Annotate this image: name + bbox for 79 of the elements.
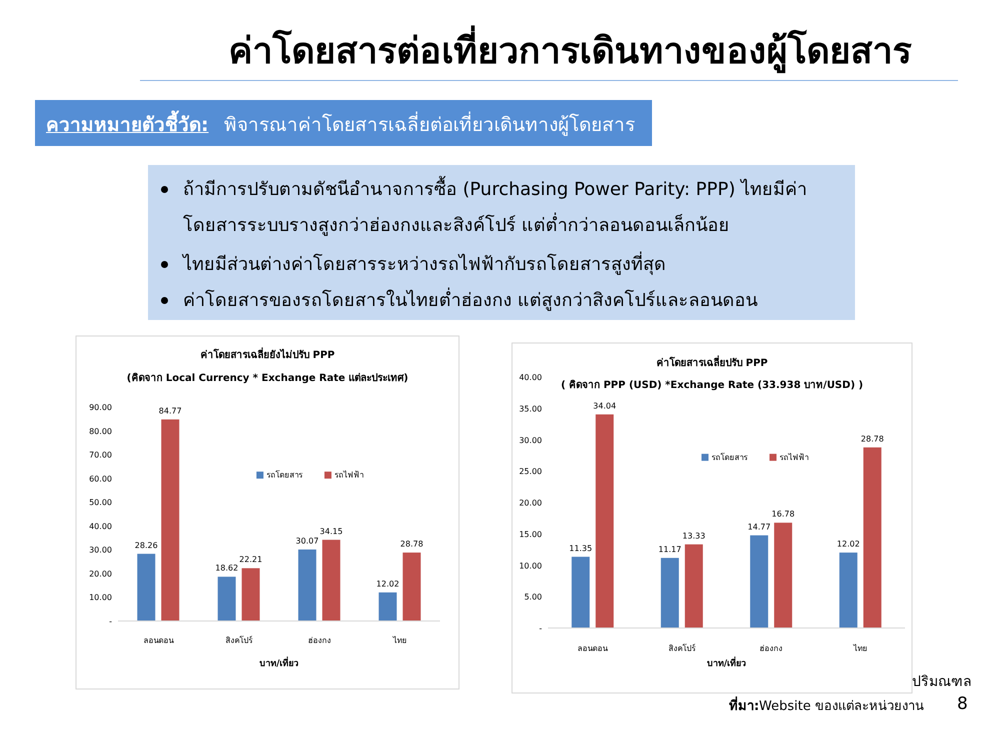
text: ไทยมีส่วนต่างค่าโดยสารระหว่างรถไฟฟ้ากับรถโดยสารสูงที่สุด [183, 250, 667, 277]
data-label: 28.78 [860, 434, 884, 444]
bar [596, 414, 614, 628]
data-label: 84.77 [158, 406, 182, 416]
chart-title: ค่าโดยสารเฉลี่ยปรับ PPP [656, 355, 768, 369]
bar [863, 447, 882, 628]
y-tick-label: 5.00 [524, 592, 542, 602]
x-tick-label: ไทย [852, 644, 868, 653]
y-tick-label: 40.00 [519, 373, 542, 382]
text: พิจารณาค่าโดยสารเฉลี่ยต่อเที่ยวเดินทางผู้โดยสาร [224, 110, 635, 138]
y-tick-label: 10.00 [89, 593, 112, 602]
bar [137, 554, 156, 621]
legend-label: รถไฟฟ้า [780, 452, 809, 462]
chart-subtitle: ( คิดจาก PPP (USD) *Exchange Rate (33.938 บาท/USD) ) [560, 379, 864, 391]
bar [750, 535, 768, 628]
x-tick-label: ฮ่องกง [308, 636, 331, 645]
data-label: 30.07 [296, 536, 319, 546]
y-tick-label: 50.00 [89, 498, 112, 508]
text: ค่าโดยสารต่อเที่ยวการเดินทางของผู้โดยสาร [228, 24, 912, 76]
x-tick-label: ฮ่องกง [760, 644, 783, 653]
y-tick-label: 30.00 [519, 436, 542, 445]
legend-label: รถโดยสาร [266, 470, 304, 480]
data-label: 34.04 [593, 401, 616, 410]
y-tick-label: 15.00 [519, 530, 542, 539]
bar [839, 552, 858, 628]
y-tick-label: 30.00 [89, 546, 112, 555]
y-tick-label: 70.00 [89, 450, 112, 460]
bar [402, 552, 421, 621]
data-label: 11.17 [658, 544, 682, 554]
data-label: 12.02 [836, 540, 860, 549]
data-label: 28.26 [134, 540, 158, 550]
bar [774, 522, 792, 628]
y-tick-label: 20.00 [89, 569, 112, 578]
text: ความหมายตัวชี้วัด: [46, 110, 209, 138]
bar [378, 592, 397, 621]
x-tick-label: ลอนดอน [143, 636, 174, 645]
data-label: 13.33 [682, 531, 706, 540]
x-tick-label: ลอนดอน [578, 644, 609, 653]
x-axis-title: บาท/เที่ยว [259, 656, 299, 669]
data-label: 28.78 [400, 540, 424, 549]
data-label: 11.35 [569, 544, 592, 553]
data-label: 12.02 [376, 579, 400, 588]
legend-label: รถโดยสาร [712, 452, 749, 462]
data-label: 16.78 [772, 510, 795, 519]
data-label: 14.77 [748, 522, 771, 532]
bar [161, 419, 180, 621]
y-tick-label: 90.00 [89, 403, 112, 412]
x-tick-label: ไทย [392, 636, 407, 645]
y-tick-label: 80.00 [89, 426, 112, 436]
bar [298, 550, 316, 621]
y-tick-label: 10.00 [519, 561, 542, 570]
data-label: 18.62 [215, 564, 238, 573]
text: Website ของแต่ละหน่วยงาน [759, 698, 924, 716]
y-tick-label: - [109, 617, 112, 626]
x-tick-label: สิงคโปร์ [225, 635, 254, 645]
text: ที่มา: [729, 696, 760, 716]
bar [684, 544, 703, 628]
data-label: 22.21 [239, 555, 262, 564]
y-tick-label: - [539, 624, 542, 633]
bar [660, 558, 679, 628]
text: 8 [957, 694, 968, 714]
y-tick-label: 60.00 [89, 474, 112, 484]
legend-label: รถไฟฟ้า [334, 470, 364, 480]
y-tick-label: 40.00 [89, 522, 112, 531]
text: ถ้ามีการปรับตามดัชนีอำนาจการซื้อ (Purchasing Power Parity: PPP) ไทยมีค่าโดยสารระบบรางสูงกว่าฮ่องกงและสิงค์โปร์ แต่ต่ำกว่าลอนดอนเล็กน้อย [183, 174, 808, 238]
bar [322, 540, 340, 621]
y-tick-label: 25.00 [519, 467, 542, 476]
chart-subtitle: (คิดจาก Local Currency * Exchange Rate แต่ละประเทศ) [126, 372, 408, 384]
y-tick-label: 20.00 [519, 498, 542, 508]
y-tick-label: 35.00 [519, 404, 542, 414]
text: ค่าโดยสารของรถโดยสารในไทยต่ำฮ่องกง แต่สูงกว่าสิงคโปร์และลอนดอน [183, 286, 759, 313]
chart-title: ค่าโดยสารเฉลี่ยยังไม่ปรับ PPP [200, 347, 335, 361]
bar [242, 568, 260, 621]
data-label: 34.15 [320, 526, 343, 536]
x-tick-label: สิงคโปร์ [668, 643, 696, 653]
bar [572, 556, 590, 628]
text: ปริมณฑล [912, 673, 972, 692]
x-axis-title: บาท/เที่ยว [706, 656, 746, 669]
bar [218, 576, 236, 621]
